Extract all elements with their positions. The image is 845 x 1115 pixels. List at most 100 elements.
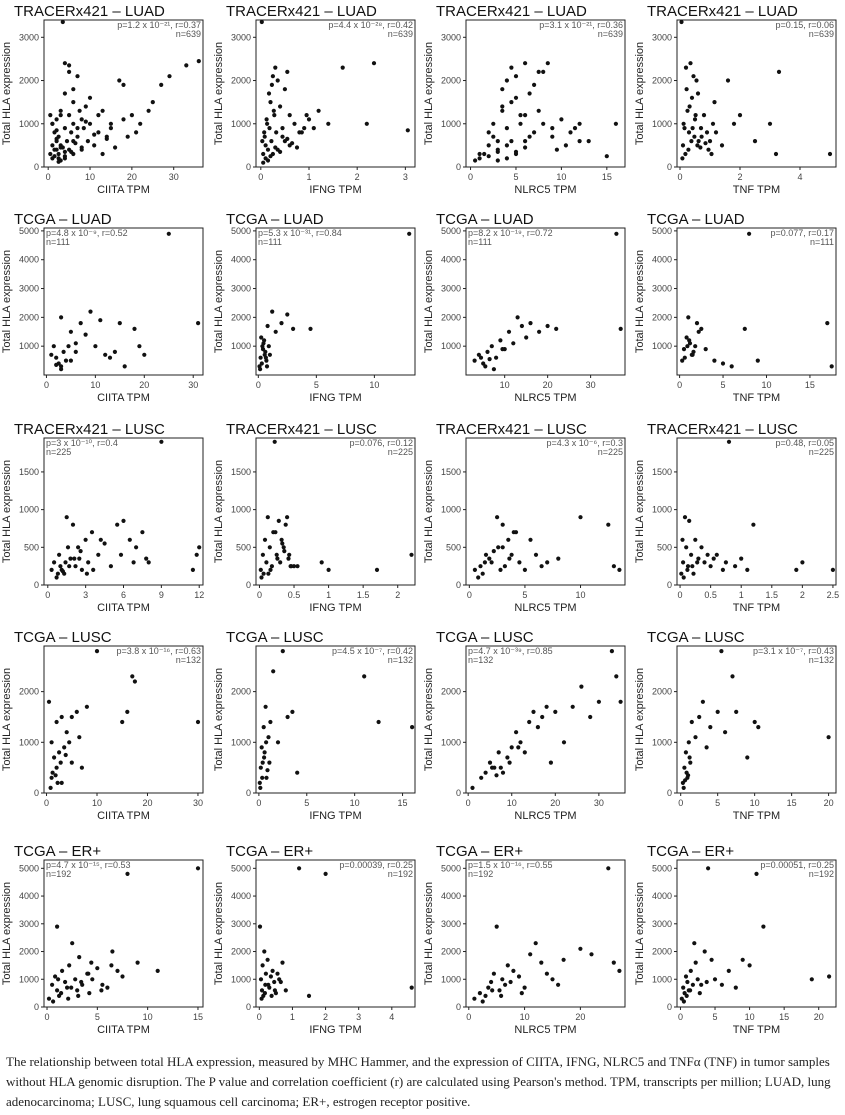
y-tick-label: 2000	[441, 312, 461, 322]
data-point	[120, 719, 125, 725]
data-point	[472, 996, 477, 1001]
data-point	[696, 556, 701, 561]
data-point	[703, 141, 708, 146]
data-point	[528, 537, 533, 542]
data-point	[611, 564, 617, 569]
data-point	[289, 564, 294, 569]
data-point	[65, 545, 71, 550]
plot-frame	[676, 227, 837, 376]
n-annotation: n=132	[176, 655, 201, 665]
data-point	[710, 121, 716, 126]
data-point	[166, 231, 171, 236]
data-point	[260, 963, 265, 968]
x-tick-label: 15	[779, 1012, 789, 1022]
data-point	[477, 991, 482, 996]
data-point	[376, 719, 381, 725]
data-point	[362, 674, 367, 679]
plot-frame	[465, 645, 626, 794]
data-point	[269, 993, 274, 999]
data-point	[706, 866, 711, 871]
data-point	[69, 760, 74, 765]
data-point	[267, 545, 272, 550]
data-point	[78, 321, 83, 326]
data-point	[260, 760, 265, 765]
data-point	[63, 979, 68, 985]
x-tick-label: 0	[46, 172, 51, 182]
x-tick-label: 4	[389, 1012, 394, 1022]
y-axis-label: Total HLA expression	[1, 882, 13, 985]
x-tick-label: 2	[737, 172, 742, 182]
data-point	[690, 126, 695, 131]
data-points	[257, 866, 414, 1001]
y-tick-label: 0	[246, 1002, 251, 1012]
data-point	[532, 82, 537, 87]
data-point	[308, 326, 313, 331]
panel-title: TRACERx421 – LUAD	[226, 3, 377, 20]
x-tick-label: 0	[256, 798, 261, 808]
data-point	[705, 552, 710, 557]
n-annotation: n=225	[388, 447, 413, 457]
y-tick-label: 2000	[231, 312, 251, 322]
data-point	[263, 355, 268, 360]
x-tick-label: 0	[44, 798, 49, 808]
y-axis-label: Total HLA expression	[423, 668, 435, 771]
data-point	[706, 147, 711, 152]
plot-frame	[465, 19, 626, 168]
data-point	[272, 979, 277, 985]
x-tick-label: 1	[326, 590, 331, 600]
data-point	[686, 147, 691, 152]
data-point	[761, 924, 766, 929]
data-point	[539, 564, 544, 569]
n-annotation: n=639	[176, 29, 201, 39]
data-point	[751, 522, 756, 527]
x-tick-label: 0	[45, 590, 50, 600]
x-tick-label: 15	[805, 380, 815, 390]
y-tick-label: 4000	[441, 255, 461, 265]
data-point	[734, 709, 739, 715]
data-point	[533, 552, 539, 557]
x-tick-label: 1	[306, 172, 311, 182]
stat-annotation: p=0.00039, r=0.25	[339, 860, 413, 870]
data-point	[71, 87, 76, 92]
data-point	[827, 974, 832, 979]
data-point	[49, 352, 54, 357]
data-point	[54, 117, 59, 122]
x-tick-label: 12	[194, 590, 204, 600]
data-point	[130, 674, 135, 679]
data-point	[67, 564, 72, 569]
data-point	[684, 335, 689, 340]
data-point	[84, 571, 89, 576]
x-axis-label: CIITA TPM	[97, 1024, 150, 1036]
data-point	[127, 537, 132, 542]
data-point	[523, 139, 528, 144]
y-axis-label: Total HLA expression	[213, 42, 225, 145]
data-point	[155, 968, 160, 974]
data-point	[280, 134, 285, 139]
x-axis-label: NLRC5 TPM	[514, 184, 576, 196]
data-point	[275, 78, 280, 83]
data-point	[554, 326, 559, 331]
data-point	[733, 564, 738, 569]
y-axis-label: Total HLA expression	[213, 460, 225, 563]
y-tick-label: 3000	[19, 919, 39, 929]
y-tick-label: 1000	[441, 974, 461, 984]
y-axis-label: Total HLA expression	[634, 460, 646, 563]
data-point	[297, 866, 302, 871]
data-point	[287, 552, 292, 557]
data-point	[618, 699, 623, 704]
data-point	[159, 82, 164, 87]
y-tick-label: 0	[667, 580, 672, 590]
x-tick-label: 10	[520, 1012, 530, 1022]
data-point	[604, 154, 609, 159]
y-tick-label: 1500	[19, 467, 39, 477]
data-point	[278, 560, 283, 565]
data-point	[59, 991, 64, 996]
data-point	[290, 709, 295, 715]
data-point	[54, 765, 59, 770]
plot-frame	[43, 437, 204, 586]
data-point	[502, 564, 507, 569]
panel-title: TCGA – LUSC	[436, 629, 534, 646]
data-points	[257, 649, 415, 791]
data-point	[698, 145, 703, 150]
data-point	[500, 104, 505, 109]
